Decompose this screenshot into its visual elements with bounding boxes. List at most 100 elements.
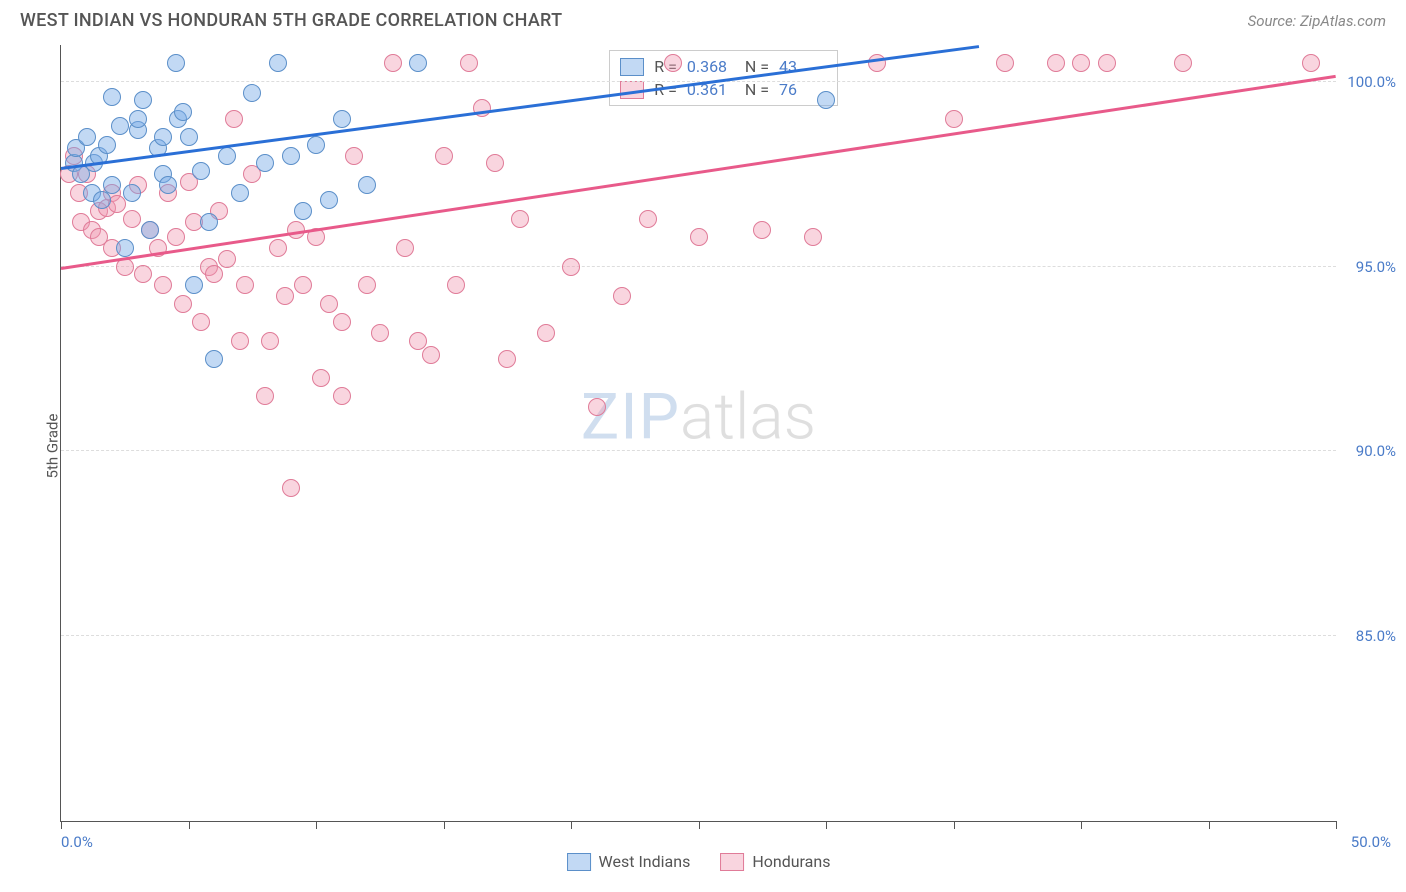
scatter-point bbox=[200, 213, 218, 231]
scatter-point bbox=[111, 117, 129, 135]
scatter-point bbox=[409, 332, 427, 350]
r-value-1: 0.368 bbox=[687, 57, 735, 76]
scatter-point bbox=[817, 91, 835, 109]
scatter-point bbox=[320, 295, 338, 313]
scatter-point bbox=[269, 54, 287, 72]
scatter-point bbox=[320, 191, 338, 209]
scatter-point bbox=[192, 313, 210, 331]
scatter-point bbox=[108, 195, 126, 213]
x-tick bbox=[1336, 821, 1337, 829]
scatter-point bbox=[664, 54, 682, 72]
y-tick-label: 95.0% bbox=[1356, 258, 1396, 276]
scatter-point bbox=[180, 128, 198, 146]
scatter-point bbox=[307, 136, 325, 154]
scatter-point bbox=[134, 265, 152, 283]
x-tick bbox=[444, 821, 445, 829]
scatter-point bbox=[116, 239, 134, 257]
x-tick-label: 0.0% bbox=[61, 833, 93, 851]
n-label: N = bbox=[745, 80, 769, 99]
y-tick-label: 90.0% bbox=[1356, 442, 1396, 460]
x-tick bbox=[1081, 821, 1082, 829]
scatter-point bbox=[103, 176, 121, 194]
grid-line bbox=[61, 635, 1336, 636]
scatter-point bbox=[537, 324, 555, 342]
scatter-point bbox=[690, 228, 708, 246]
scatter-point bbox=[422, 346, 440, 364]
grid-line bbox=[61, 266, 1336, 267]
scatter-point bbox=[358, 276, 376, 294]
scatter-point bbox=[218, 147, 236, 165]
scatter-point bbox=[269, 239, 287, 257]
stats-row-series-1: R = 0.368 N = 43 bbox=[620, 55, 827, 78]
y-tick-label: 85.0% bbox=[1356, 627, 1396, 645]
scatter-point bbox=[804, 228, 822, 246]
scatter-point bbox=[256, 154, 274, 172]
scatter-point bbox=[396, 239, 414, 257]
scatter-point bbox=[333, 387, 351, 405]
watermark: ZIPatlas bbox=[581, 380, 816, 455]
watermark-zip: ZIP bbox=[581, 380, 680, 455]
scatter-point bbox=[358, 176, 376, 194]
scatter-point bbox=[276, 287, 294, 305]
scatter-point bbox=[562, 258, 580, 276]
scatter-point bbox=[129, 110, 147, 128]
scatter-point bbox=[588, 398, 606, 416]
scatter-point bbox=[294, 202, 312, 220]
scatter-point bbox=[185, 276, 203, 294]
scatter-point bbox=[409, 54, 427, 72]
legend-item: West Indians bbox=[567, 852, 691, 871]
x-tick bbox=[316, 821, 317, 829]
scatter-point bbox=[753, 221, 771, 239]
scatter-point bbox=[1302, 54, 1320, 72]
scatter-point bbox=[498, 350, 516, 368]
scatter-point bbox=[460, 54, 478, 72]
legend-swatch-2 bbox=[720, 853, 744, 871]
scatter-point bbox=[1098, 54, 1116, 72]
chart-legend: West Indians Hondurans bbox=[567, 852, 831, 871]
scatter-point bbox=[134, 91, 152, 109]
scatter-point bbox=[123, 210, 141, 228]
scatter-point bbox=[282, 147, 300, 165]
scatter-point bbox=[167, 54, 185, 72]
scatter-point bbox=[141, 221, 159, 239]
scatter-point bbox=[218, 250, 236, 268]
x-tick bbox=[826, 821, 827, 829]
scatter-point bbox=[996, 54, 1014, 72]
y-tick-label: 100.0% bbox=[1347, 73, 1396, 91]
watermark-atlas: atlas bbox=[680, 380, 816, 455]
scatter-point bbox=[435, 147, 453, 165]
scatter-point bbox=[154, 276, 172, 294]
scatter-point bbox=[312, 369, 330, 387]
x-tick bbox=[699, 821, 700, 829]
scatter-point bbox=[154, 128, 172, 146]
scatter-point bbox=[261, 332, 279, 350]
swatch-series-1 bbox=[620, 58, 644, 76]
scatter-point bbox=[205, 265, 223, 283]
scatter-point bbox=[371, 324, 389, 342]
scatter-point bbox=[1047, 54, 1065, 72]
grid-line bbox=[61, 450, 1336, 451]
scatter-point bbox=[256, 387, 274, 405]
scatter-point bbox=[447, 276, 465, 294]
x-tick bbox=[1209, 821, 1210, 829]
scatter-point bbox=[613, 287, 631, 305]
scatter-point bbox=[167, 228, 185, 246]
source-attribution: Source: ZipAtlas.com bbox=[1248, 12, 1386, 30]
scatter-point bbox=[511, 210, 529, 228]
chart-plot-area: ZIPatlas R = 0.368 N = 43 R = 0.361 N = … bbox=[60, 45, 1336, 822]
scatter-point bbox=[243, 84, 261, 102]
scatter-point bbox=[333, 110, 351, 128]
scatter-point bbox=[123, 184, 141, 202]
scatter-point bbox=[225, 110, 243, 128]
scatter-point bbox=[294, 276, 312, 294]
legend-swatch-1 bbox=[567, 853, 591, 871]
scatter-point bbox=[174, 103, 192, 121]
x-tick bbox=[189, 821, 190, 829]
x-tick bbox=[571, 821, 572, 829]
scatter-point bbox=[98, 136, 116, 154]
scatter-point bbox=[236, 276, 254, 294]
x-tick bbox=[954, 821, 955, 829]
scatter-point bbox=[205, 350, 223, 368]
scatter-point bbox=[103, 88, 121, 106]
scatter-point bbox=[282, 479, 300, 497]
